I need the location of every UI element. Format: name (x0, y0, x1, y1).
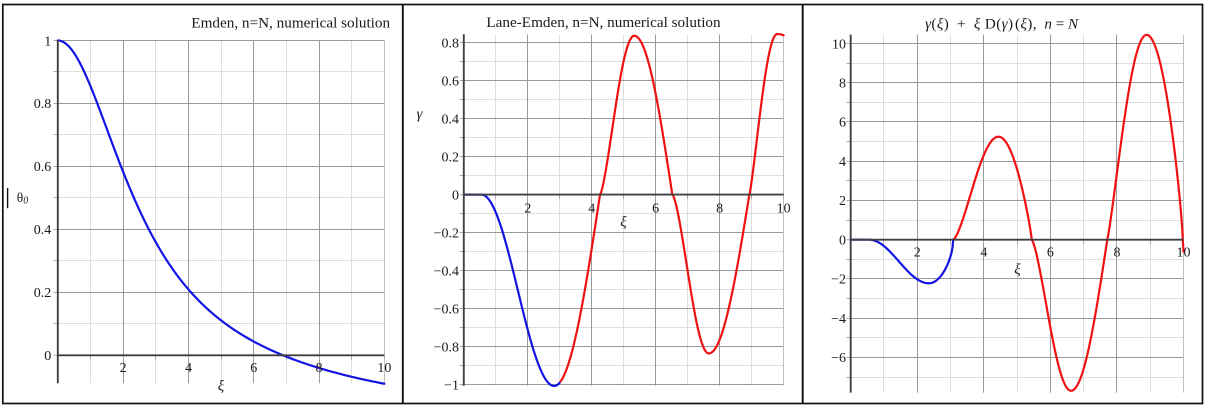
svg-text:0.6: 0.6 (34, 160, 52, 175)
svg-text:4: 4 (980, 245, 987, 260)
svg-text:2: 2 (839, 194, 846, 209)
svg-text:Lane-Emden, n=N, numerical sol: Lane-Emden, n=N, numerical solution (486, 14, 721, 31)
svg-text:10: 10 (777, 201, 791, 216)
svg-text:2: 2 (914, 245, 921, 260)
svg-text:6: 6 (1047, 245, 1054, 260)
svg-text:γ(ξ) + ξ D(γ) (ξ), n = N: γ(ξ) + ξ D(γ) (ξ), n = N (925, 15, 1079, 32)
svg-text:0.2: 0.2 (34, 286, 52, 301)
svg-text:0: 0 (839, 233, 846, 248)
svg-text:1: 1 (44, 34, 51, 49)
svg-text:−4: −4 (831, 312, 846, 327)
svg-text:0.6: 0.6 (442, 74, 460, 89)
svg-text:θ: θ (17, 190, 23, 205)
svg-text:−1: −1 (444, 378, 459, 393)
svg-text:8: 8 (716, 201, 723, 216)
svg-text:−0.2: −0.2 (434, 226, 459, 241)
svg-text:−0.6: −0.6 (434, 302, 459, 317)
svg-text:0.2: 0.2 (442, 150, 460, 165)
svg-text:ξ: ξ (218, 379, 225, 395)
svg-text:ξ: ξ (620, 214, 627, 230)
svg-text:ξ: ξ (1014, 262, 1021, 278)
svg-text:4: 4 (185, 361, 192, 376)
svg-text:10: 10 (1177, 245, 1191, 260)
svg-text:−2: −2 (831, 273, 846, 288)
svg-text:8: 8 (1113, 245, 1120, 260)
svg-text:6: 6 (839, 116, 846, 131)
svg-text:4: 4 (588, 201, 595, 216)
svg-text:γ: γ (417, 106, 424, 122)
svg-text:10: 10 (832, 37, 846, 52)
svg-text:0.4: 0.4 (442, 112, 460, 127)
svg-text:8: 8 (316, 361, 323, 376)
svg-text:Emden, n=N, numerical solution: Emden, n=N, numerical solution (191, 14, 390, 31)
svg-text:0.4: 0.4 (34, 223, 52, 238)
svg-text:0: 0 (44, 349, 51, 364)
svg-text:0: 0 (452, 188, 459, 203)
svg-text:0.8: 0.8 (34, 97, 52, 112)
svg-text:4: 4 (839, 155, 846, 170)
svg-text:0: 0 (23, 196, 28, 207)
svg-text:2: 2 (524, 201, 531, 216)
svg-text:0.8: 0.8 (442, 36, 460, 51)
svg-text:6: 6 (652, 201, 659, 216)
svg-text:8: 8 (839, 76, 846, 91)
svg-text:6: 6 (250, 361, 257, 376)
svg-text:−0.4: −0.4 (434, 264, 459, 279)
svg-text:10: 10 (377, 361, 391, 376)
svg-text:−0.8: −0.8 (434, 340, 459, 355)
svg-text:2: 2 (120, 361, 127, 376)
svg-text:−6: −6 (831, 351, 846, 366)
